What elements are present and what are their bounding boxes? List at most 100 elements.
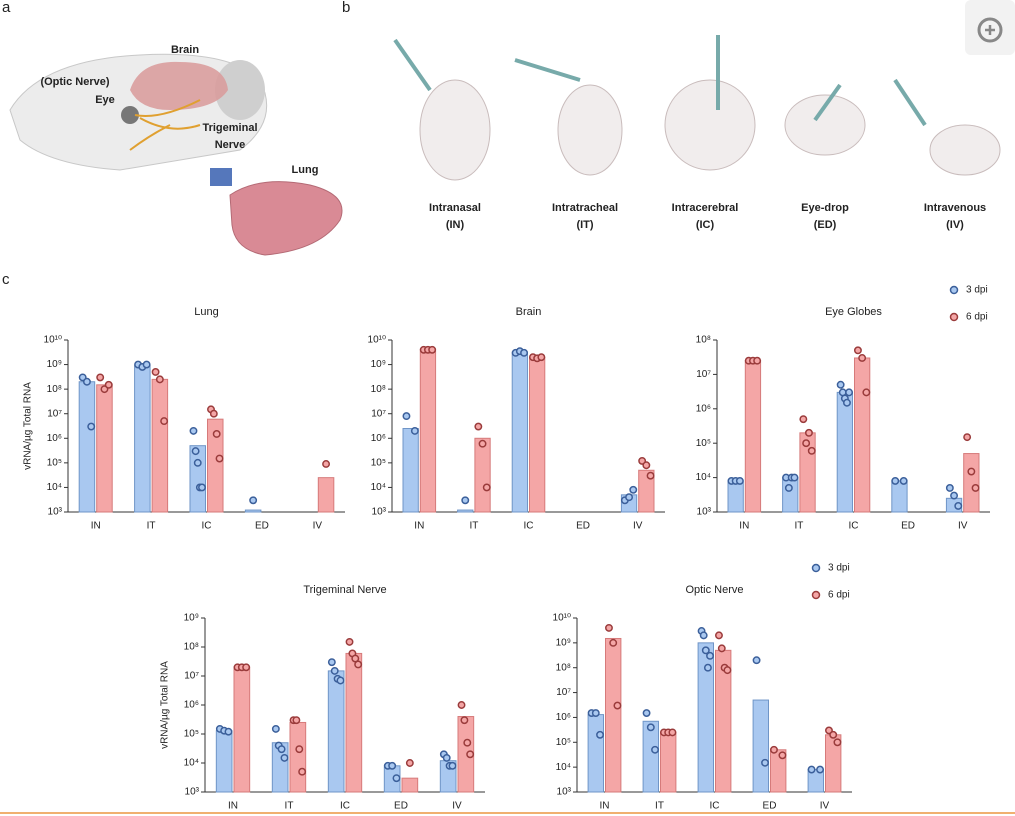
y-axis-label: vRNA/µg Total RNA: [23, 382, 34, 470]
data-point: [699, 631, 708, 640]
data-point: [448, 761, 457, 770]
data-point: [899, 476, 908, 485]
anatomy-label: Trigeminal: [202, 122, 257, 134]
chart-title: Eye Globes: [825, 306, 882, 318]
y-tick-label: 10⁴: [47, 482, 62, 493]
data-point: [735, 476, 744, 485]
route-abbr: (IN): [446, 219, 465, 231]
legend-marker: [811, 563, 821, 573]
x-tick-label: IT: [147, 521, 156, 532]
data-point: [950, 491, 959, 500]
y-tick-label: 10⁹: [47, 359, 62, 370]
data-point: [784, 484, 793, 492]
data-point: [609, 638, 618, 647]
bar: [770, 749, 787, 793]
data-point: [189, 426, 198, 435]
chart-title: Brain: [516, 306, 542, 318]
data-point: [963, 433, 972, 442]
y-tick-label: 10³: [372, 507, 387, 518]
bar: [401, 777, 419, 793]
data-point: [761, 758, 769, 767]
chart-title: Optic Nerve: [685, 584, 743, 596]
x-tick-label: IT: [794, 521, 803, 532]
data-point: [816, 765, 824, 774]
x-tick-label: IN: [414, 521, 424, 532]
x-tick-label: IT: [655, 801, 664, 812]
bar: [660, 731, 677, 793]
bar: [752, 699, 769, 793]
y-tick-label: 10⁷: [184, 671, 199, 682]
data-point: [799, 415, 808, 424]
bar: [189, 445, 207, 513]
bar: [317, 477, 335, 513]
y-tick-label: 10¹⁰: [368, 335, 386, 346]
bar: [474, 437, 491, 513]
mouse-anatomy: [9, 53, 343, 256]
x-tick-label: IC: [710, 801, 720, 812]
data-point: [642, 461, 651, 470]
x-tick-label: ED: [394, 801, 408, 812]
data-point: [717, 644, 726, 653]
data-point: [646, 471, 655, 480]
y-tick-label: 10⁷: [556, 687, 571, 698]
data-point: [96, 373, 105, 382]
data-point: [428, 345, 437, 354]
anatomy-label: Lung: [292, 164, 319, 176]
data-point: [858, 354, 867, 362]
y-tick-label: 10⁵: [556, 737, 571, 748]
y-tick-label: 10¹⁰: [44, 335, 62, 346]
data-point: [327, 658, 336, 667]
data-point: [474, 422, 483, 431]
bar: [782, 477, 799, 513]
route-name: Intravenous: [924, 202, 986, 214]
data-point: [520, 348, 529, 357]
x-tick-label: IV: [313, 521, 323, 532]
data-point: [392, 774, 401, 783]
route-name: Eye-drop: [801, 202, 849, 214]
data-point: [804, 428, 813, 437]
data-point: [605, 623, 613, 632]
x-tick-label: IC: [849, 521, 859, 532]
bar: [244, 509, 262, 513]
x-tick-label: IN: [228, 801, 238, 812]
data-point: [292, 716, 301, 725]
x-tick-label: IC: [202, 521, 212, 532]
route-name: Intracerebral: [672, 202, 739, 214]
data-point: [613, 701, 622, 710]
y-tick-label: 10⁹: [184, 613, 199, 624]
y-tick-label: 10⁸: [184, 642, 199, 653]
data-point: [280, 753, 289, 762]
x-tick-label: IV: [633, 521, 643, 532]
data-point: [442, 753, 451, 762]
route-name: Intratracheal: [552, 202, 618, 214]
zoom-button[interactable]: [965, 0, 1015, 55]
y-tick-label: 10⁴: [556, 762, 571, 773]
data-point: [322, 460, 331, 468]
data-point: [723, 666, 732, 675]
bar: [233, 666, 251, 793]
data-point: [833, 738, 842, 747]
legend-marker: [949, 285, 959, 295]
bar: [289, 721, 307, 793]
route-abbr: (IV): [946, 219, 964, 231]
bar: [744, 360, 762, 513]
data-point: [209, 409, 218, 418]
y-tick-label: 10⁵: [371, 457, 386, 468]
y-tick-label: 10⁸: [696, 335, 711, 346]
data-point: [405, 759, 414, 767]
route-abbr: (IT): [576, 219, 593, 231]
chart-title: Trigeminal Nerve: [303, 584, 386, 596]
data-point: [625, 493, 634, 502]
data-point: [277, 745, 286, 754]
bar: [457, 509, 474, 513]
y-tick-label: 10¹⁰: [553, 613, 571, 624]
y-tick-label: 10⁷: [371, 408, 386, 419]
bar: [207, 418, 224, 513]
data-point: [155, 375, 164, 384]
y-tick-label: 10⁸: [47, 384, 62, 395]
data-point: [853, 346, 862, 355]
data-point: [354, 660, 363, 669]
bar: [345, 652, 363, 793]
bar: [529, 356, 546, 513]
